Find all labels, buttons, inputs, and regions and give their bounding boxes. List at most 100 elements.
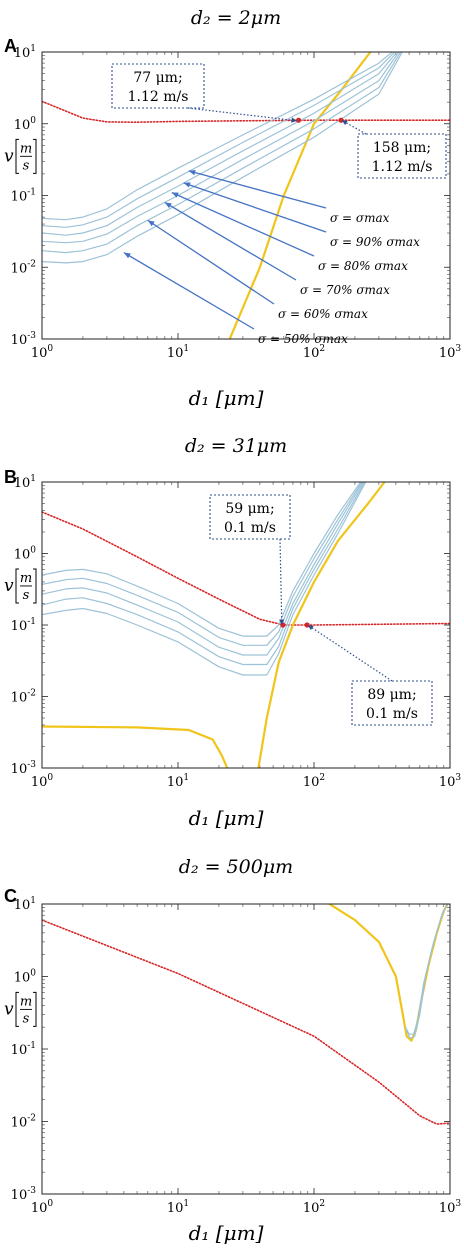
y-axis-label: v ms: [4, 991, 37, 1027]
plot-frame: [41, 903, 451, 1195]
series-blue-7: [42, 482, 367, 676]
callout-leader: [307, 624, 393, 682]
panel-b: Bd₂ = 31μm 100 101 102 103 10-3 10-2 10-1 100 101…: [4, 435, 461, 830]
x-axis-label: d₁ [μm]: [189, 806, 264, 830]
annotation-arrowhead: [183, 182, 191, 188]
y-label-denominator: s: [23, 1011, 30, 1026]
intersection-marker: [304, 622, 310, 628]
y-label-bracket-left: [15, 138, 19, 174]
series-yellow-1: [228, 52, 372, 339]
series-group: [42, 904, 450, 1125]
annotation-arrowhead: [164, 202, 172, 209]
callout-leader: [341, 119, 367, 135]
series-blue-3: [42, 52, 396, 228]
y-tick-label: 10-2: [11, 1114, 36, 1131]
callout-leader: [187, 107, 298, 122]
callout-box: 89 μm; 0.1 m/s: [307, 624, 433, 726]
y-axis-label: v ms: [4, 568, 37, 604]
callout-text: 1.12 m/s: [128, 89, 189, 105]
callout-text: 0.1 m/s: [366, 706, 418, 722]
y-label-symbol: v: [4, 576, 14, 596]
series-yellow-2: [257, 482, 386, 768]
annotation-arrow: [164, 201, 297, 281]
y-tick-label: 10-2: [11, 259, 36, 276]
y-label-symbol: v: [4, 146, 14, 166]
x-tick-label: 101: [167, 344, 189, 361]
annotation-text: σ = σmax: [330, 211, 390, 225]
annotation-arrowhead: [171, 192, 179, 198]
panel-c: Cd₂ = 500μm 100 101 102 103 10-3 10-2 10-1 100 10…: [4, 856, 461, 1245]
callout-frame: [357, 133, 447, 179]
series-red-0: [42, 100, 450, 123]
sigma-annotation: σ = σmax: [188, 169, 390, 225]
callout-frame: [209, 494, 291, 540]
sigma-annotation: σ = 80% σmax: [171, 191, 408, 273]
x-tick-label: 101: [167, 773, 189, 790]
x-tick-label: 103: [439, 344, 462, 361]
callout-arrowhead: [341, 120, 348, 126]
callout-arrowhead: [291, 117, 298, 123]
annotation-text: σ = 90% σmax: [330, 235, 420, 249]
annotation-text: σ = 80% σmax: [318, 259, 408, 273]
series-red-0: [42, 511, 450, 626]
x-axis-label: d₁ [μm]: [189, 386, 264, 410]
y-tick-label: 10-1: [11, 617, 36, 634]
y-tick-label: 100: [14, 969, 37, 986]
annotation-text: σ = 70% σmax: [300, 283, 390, 297]
chart-title: d₂ = 31μm: [185, 435, 287, 457]
panel-label: C: [4, 886, 17, 906]
series-blue-4: [42, 482, 363, 646]
y-label-numerator: m: [20, 994, 32, 1009]
y-label-numerator: m: [20, 141, 32, 156]
annotation-arrowhead: [188, 169, 196, 176]
x-tick-label: 102: [303, 773, 325, 790]
intersection-marker: [338, 117, 344, 123]
callout-text: 158 μm;: [373, 140, 431, 156]
callout-frame: [111, 63, 205, 109]
callout-arrowhead: [279, 619, 285, 625]
series-blue-2: [42, 52, 393, 221]
panel-a: Ad₂ = 2μm 100 101 102 103 10-3 10-2 10-1 100 101 d…: [4, 7, 461, 410]
series-group: [42, 482, 450, 768]
sigma-annotation: σ = 90% σmax: [183, 182, 420, 249]
callout-text: 1.12 m/s: [372, 159, 433, 175]
y-label-bracket-right: [33, 568, 37, 604]
sigma-annotation: σ = 50% σmax: [123, 252, 348, 346]
annotation-arrow: [123, 252, 255, 330]
x-tick-label: 101: [167, 1199, 189, 1216]
y-tick-label: 100: [14, 116, 37, 133]
callout-text: 77 μm;: [133, 70, 182, 86]
series-blue-3: [406, 904, 449, 1039]
callout-text: 0.1 m/s: [224, 520, 276, 536]
x-tick-label: 100: [31, 344, 54, 361]
annotation-arrow: [183, 182, 327, 233]
panel-label: A: [4, 36, 17, 56]
y-label-numerator: m: [20, 571, 32, 586]
y-tick-label: 10-3: [11, 331, 37, 348]
series-blue-6: [42, 52, 402, 254]
annotation-text: σ = 50% σmax: [258, 332, 348, 346]
y-label-denominator: s: [23, 588, 30, 603]
series-group: [42, 52, 450, 339]
y-tick-label: 101: [14, 474, 36, 491]
sigma-annotation: σ = 60% σmax: [147, 219, 368, 321]
y-label-bracket-left: [15, 568, 19, 604]
y-label-bracket-right: [33, 991, 37, 1027]
chart-title: d₂ = 2μm: [191, 7, 281, 29]
x-tick-label: 103: [439, 773, 462, 790]
annotation-arrow: [171, 191, 315, 257]
y-label-bracket-left: [15, 991, 19, 1027]
y-label-denominator: s: [23, 158, 30, 173]
y-tick-label: 101: [14, 896, 36, 913]
annotation-arrowhead: [123, 252, 131, 259]
x-tick-label: 100: [31, 1199, 54, 1216]
x-tick-label: 103: [439, 1199, 462, 1216]
y-tick-label: 100: [14, 546, 37, 563]
intersection-marker: [295, 117, 302, 123]
annotation-text: σ = 60% σmax: [278, 307, 368, 321]
series-blue-6: [42, 482, 366, 666]
sigma-annotation: σ = 70% σmax: [164, 201, 390, 297]
y-tick-label: 10-1: [11, 188, 36, 205]
panel-label: B: [4, 467, 17, 487]
